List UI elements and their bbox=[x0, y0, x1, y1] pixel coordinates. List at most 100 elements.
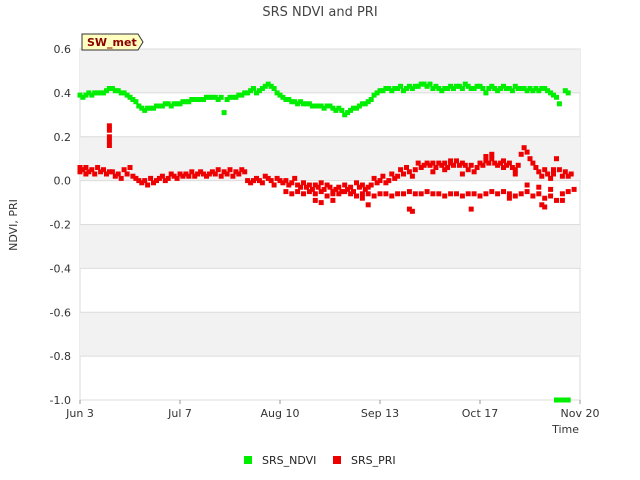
pri-point bbox=[524, 182, 530, 188]
ndvi-point bbox=[468, 86, 474, 91]
pri-point bbox=[556, 167, 562, 173]
pri-point bbox=[251, 178, 256, 184]
ndvi-point bbox=[412, 83, 418, 89]
ndvi-point bbox=[312, 103, 318, 109]
pri-point bbox=[295, 189, 301, 195]
pri-point bbox=[430, 169, 436, 175]
pri-point bbox=[404, 165, 409, 170]
ndvi-point bbox=[565, 90, 571, 96]
y-tick-label: -0.8 bbox=[50, 350, 71, 363]
pri-point bbox=[448, 191, 454, 197]
ndvi-point bbox=[89, 92, 95, 98]
ndvi-point bbox=[112, 88, 118, 94]
ndvi-point bbox=[427, 81, 433, 87]
pri-point bbox=[127, 165, 133, 170]
pri-point bbox=[565, 189, 571, 195]
ndvi-point bbox=[186, 99, 192, 105]
pri-point bbox=[365, 202, 371, 208]
y-tick-label: -0.4 bbox=[50, 262, 71, 275]
ndvi-point bbox=[292, 99, 298, 105]
pri-point bbox=[321, 186, 327, 192]
y-tick-label: -0.2 bbox=[50, 219, 71, 232]
ndvi-point bbox=[289, 99, 295, 105]
ndvi-point bbox=[365, 99, 371, 105]
pri-point bbox=[145, 182, 151, 188]
pri-point bbox=[365, 191, 371, 197]
pri-point bbox=[495, 162, 501, 168]
pri-point bbox=[533, 165, 539, 170]
pri-point bbox=[489, 151, 495, 157]
ndvi-point bbox=[262, 83, 268, 89]
ndvi-point bbox=[430, 86, 436, 91]
ndvi-point bbox=[409, 86, 415, 91]
pri-point bbox=[359, 182, 365, 188]
pri-point bbox=[483, 191, 489, 197]
ndvi-point bbox=[233, 94, 239, 100]
pri-point bbox=[101, 167, 106, 173]
ndvi-point bbox=[445, 86, 451, 91]
ndvi-point bbox=[109, 86, 115, 91]
pri-point bbox=[283, 178, 289, 184]
pri-point bbox=[451, 162, 456, 168]
ndvi-point bbox=[224, 97, 230, 102]
pri-point bbox=[471, 169, 477, 175]
pri-point bbox=[271, 182, 277, 188]
pri-point bbox=[183, 171, 189, 177]
pri-point bbox=[198, 169, 204, 175]
pri-point bbox=[454, 158, 459, 164]
pri-point bbox=[292, 175, 298, 181]
pri-point bbox=[509, 165, 515, 170]
ndvi-point bbox=[321, 105, 327, 111]
band bbox=[80, 49, 580, 93]
y-tick-label: 0.0 bbox=[54, 175, 72, 188]
pri-point bbox=[289, 191, 295, 197]
ndvi-point bbox=[465, 83, 471, 89]
pri-point bbox=[424, 160, 430, 166]
pri-point bbox=[112, 173, 118, 179]
pri-point bbox=[548, 175, 554, 181]
ndvi-point bbox=[483, 90, 489, 96]
pri-point bbox=[139, 180, 145, 186]
ndvi-point bbox=[274, 90, 280, 96]
pri-point bbox=[330, 197, 336, 203]
ndvi-point bbox=[86, 90, 92, 96]
pri-point bbox=[106, 127, 112, 133]
ndvi-point bbox=[477, 83, 483, 89]
ndvi-point bbox=[362, 101, 368, 107]
ndvi-point bbox=[380, 88, 386, 94]
pri-point bbox=[148, 175, 154, 181]
ndvi-point bbox=[236, 92, 242, 98]
ndvi-point bbox=[406, 83, 412, 89]
pri-point bbox=[415, 160, 421, 166]
pri-point bbox=[312, 182, 318, 188]
pri-point bbox=[106, 169, 112, 175]
y-axis-ticks: 0.6 0.4 0.2 0.0 -0.2 -0.4 -0.6 -0.8 -1.0 bbox=[50, 43, 71, 407]
pri-point bbox=[383, 180, 389, 186]
pri-point bbox=[392, 175, 398, 181]
ndvi-point bbox=[562, 397, 568, 403]
pri-point bbox=[186, 173, 192, 179]
ndvi-point bbox=[498, 86, 504, 91]
pri-point bbox=[498, 160, 504, 166]
pri-point bbox=[445, 165, 451, 170]
ndvi-point bbox=[415, 83, 421, 89]
ndvi-point bbox=[359, 101, 365, 107]
pri-point bbox=[530, 193, 536, 199]
ndvi-point bbox=[345, 110, 351, 116]
ndvi-point bbox=[95, 90, 101, 96]
pri-point bbox=[504, 162, 509, 168]
x-tick-label: Sep 13 bbox=[361, 407, 399, 420]
pri-point bbox=[436, 160, 442, 166]
pri-point bbox=[106, 138, 112, 144]
ndvi-point bbox=[480, 86, 486, 91]
ndvi-point bbox=[77, 92, 83, 98]
x-tick-label: Nov 20 bbox=[561, 407, 600, 420]
ndvi-point bbox=[506, 86, 512, 91]
ndvi-point bbox=[368, 97, 374, 102]
y-tick-label: -0.6 bbox=[50, 306, 71, 319]
pri-point bbox=[559, 191, 565, 197]
ndvi-point bbox=[127, 94, 133, 100]
pri-point bbox=[559, 173, 565, 179]
ndvi-point bbox=[154, 103, 159, 109]
pri-point bbox=[283, 189, 289, 195]
